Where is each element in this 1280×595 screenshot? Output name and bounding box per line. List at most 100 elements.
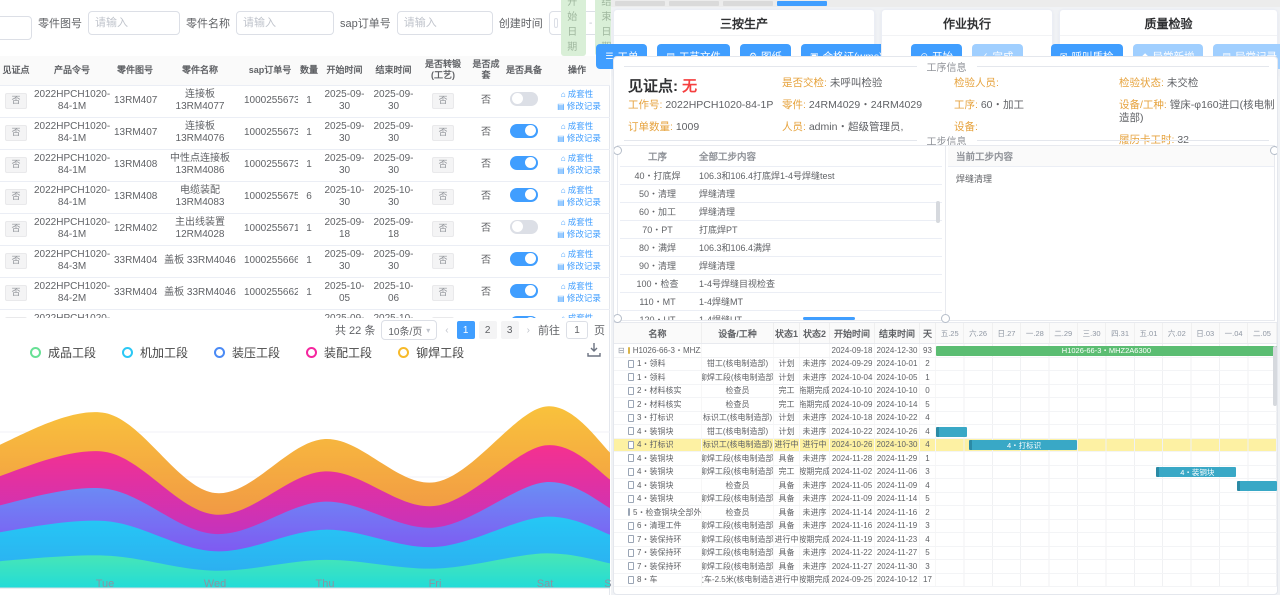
gantt-row[interactable]: 4・装铜块 铆焊工段(核电制造部) 完工 按期完成 2024-11-02 2024-11-… — [614, 465, 1277, 479]
modify-record-link[interactable]: ▤ 修改记录 — [557, 165, 601, 175]
forge-flag-tag[interactable]: 否 — [432, 157, 454, 173]
complete-set-link[interactable]: ⌂ 成套性 — [560, 184, 594, 195]
forge-flag-tag[interactable]: 否 — [432, 285, 454, 301]
page-size-select[interactable]: 10条/页 ▾ — [381, 320, 438, 340]
witness-tag[interactable]: 否 — [5, 285, 27, 301]
forge-flag-tag[interactable]: 否 — [432, 317, 454, 318]
forge-flag-tag[interactable]: 否 — [432, 93, 454, 109]
row-toggle-switch[interactable] — [510, 123, 538, 138]
forge-flag-tag[interactable]: 否 — [432, 253, 454, 269]
row-toggle-switch[interactable] — [510, 283, 538, 298]
prev-page-button[interactable]: ‹ — [445, 324, 449, 336]
process-row[interactable]: 100・检查 1-4号焊缝目视检查 — [620, 275, 942, 293]
modify-record-link[interactable]: ▤ 修改记录 — [557, 133, 601, 143]
witness-tag[interactable]: 否 — [5, 253, 27, 269]
modify-record-link[interactable]: ▤ 修改记录 — [557, 293, 601, 303]
sap-order-input[interactable] — [396, 11, 493, 35]
horizontal-scrollbar[interactable] — [803, 317, 855, 320]
gantt-row[interactable]: 7・装保持环 铆焊工段(核电制造部) 具备 未进序 2024-11-27 2024-11-… — [614, 560, 1277, 574]
process-row[interactable]: 90・清理 焊缝清理 — [620, 257, 942, 275]
complete-set-link[interactable]: ⌂ 成套性 — [560, 152, 594, 163]
process-row[interactable]: 120・UT 1-4焊缝UT — [620, 311, 942, 320]
legend-item[interactable]: 成品工段 — [30, 344, 96, 361]
gantt-row[interactable]: 4・打标识 标识工(核电制造部) 进行中 进行中 2024-10-26 2024-10-3… — [614, 438, 1277, 452]
gantt-row[interactable]: 2・材料核实 检查员 完工 拖期完成 2024-10-09 2024-10-14 5 — [614, 398, 1277, 412]
legend-item[interactable]: 装压工段 — [214, 344, 280, 361]
modify-record-link[interactable]: ▤ 修改记录 — [557, 101, 601, 111]
process-row[interactable]: 110・MT 1-4焊缝MT — [620, 293, 942, 311]
gantt-bar[interactable] — [936, 426, 968, 437]
split-divider[interactable] — [945, 146, 946, 320]
forge-flag-tag[interactable]: 否 — [432, 125, 454, 141]
gantt-row[interactable]: 3・打标识 标识工(核电制造部) 计划 未进序 2024-10-18 2024-10-22… — [614, 411, 1277, 425]
tab-active[interactable] — [777, 1, 827, 6]
modify-record-link[interactable]: ▤ 修改记录 — [557, 229, 601, 239]
witness-tag[interactable]: 否 — [5, 189, 27, 205]
page-number-button[interactable]: 2 — [478, 321, 497, 339]
process-row[interactable]: 40・打底焊 106.3和106.4打底焊1-4号焊缝test — [620, 167, 942, 185]
gantt-bar[interactable]: 4・装铜块 — [1156, 467, 1236, 477]
forge-flag-tag[interactable]: 否 — [432, 221, 454, 237]
resize-handle-bottom-mid[interactable] — [941, 314, 950, 323]
process-row[interactable]: 50・清理 焊缝清理 — [620, 185, 942, 203]
legend-item[interactable]: 机加工段 — [122, 344, 188, 361]
vertical-scrollbar[interactable] — [936, 201, 940, 223]
part-name-input[interactable] — [236, 11, 334, 35]
gantt-bar[interactable] — [1237, 480, 1277, 491]
forge-flag-tag[interactable]: 否 — [432, 189, 454, 205]
modify-record-link[interactable]: ▤ 修改记录 — [557, 261, 601, 271]
complete-set-link[interactable]: ⌂ 成套性 — [560, 280, 594, 291]
next-page-button[interactable]: › — [526, 324, 530, 336]
gantt-row[interactable]: 7・装保持环 铆焊工段(核电制造部) 进行中 按期完成 2024-11-19 2024-1… — [614, 533, 1277, 547]
gantt-row[interactable]: 4・装铜块 检查员 具备 未进序 2024-11-05 2024-11-09 4 — [614, 479, 1277, 493]
witness-tag[interactable]: 否 — [5, 317, 27, 318]
row-toggle-switch[interactable] — [510, 315, 538, 318]
gantt-row[interactable]: 6・清理工件 铆焊工段(核电制造部) 具备 未进序 2024-11-16 2024-11-… — [614, 519, 1277, 533]
gantt-row[interactable]: 7・装保持环 铆焊工段(核电制造部) 具备 未进序 2024-11-22 2024-11-… — [614, 546, 1277, 560]
cut-filter-input[interactable] — [0, 16, 32, 40]
page-number-button[interactable]: 3 — [500, 321, 519, 339]
gantt-bar[interactable]: H1026-66-3・MHZ2A6300 — [936, 345, 1277, 356]
complete-set-link[interactable]: ⌂ 成套性 — [560, 248, 594, 259]
gantt-row[interactable]: 8・车 立车-2.5米(核电制造部)进行中按期完成2024-09-252024-1… — [614, 573, 1277, 587]
row-toggle-switch[interactable] — [510, 155, 538, 170]
gantt-row[interactable]: ⊟ H1026-66-3・MHZ2A6300 2024-09-182024-12-3… — [614, 344, 1277, 358]
gantt-row[interactable]: 5・检查铜块全部外径 检查员 具备 未进序 2024-11-14 2024-11-16 2 — [614, 506, 1277, 520]
part-drawing-input[interactable] — [88, 11, 180, 35]
collapse-icon[interactable]: ⊟ — [618, 345, 625, 355]
row-toggle-switch[interactable] — [510, 219, 538, 234]
legend-item[interactable]: 装配工段 — [306, 344, 372, 361]
date-checkbox[interactable] — [553, 18, 559, 28]
modify-record-link[interactable]: ▤ 修改记录 — [557, 197, 601, 207]
complete-set-link[interactable]: ⌂ 成套性 — [560, 88, 594, 99]
tab-1[interactable] — [615, 1, 665, 6]
page-number-button[interactable]: 1 — [456, 321, 475, 339]
tab-2[interactable] — [669, 1, 719, 6]
process-row[interactable]: 70・PT 打底焊PT — [620, 221, 942, 239]
gantt-row[interactable]: 2・材料核实 检查员 完工 拖期完成 2024-10-10 2024-10-10 0 — [614, 384, 1277, 398]
process-row[interactable]: 60・加工 焊缝清理 — [620, 203, 942, 221]
witness-tag[interactable]: 否 — [5, 221, 27, 237]
resize-handle-top-left[interactable] — [614, 146, 622, 155]
gantt-row[interactable]: 1・领料 钳工(核电制造部) 计划 未进序 2024-09-29 2024-10-01 2 — [614, 357, 1277, 371]
row-toggle-switch[interactable] — [510, 91, 538, 106]
row-toggle-switch[interactable] — [510, 187, 538, 202]
complete-set-link[interactable]: ⌂ 成套性 — [560, 216, 594, 227]
resize-handle-top-right[interactable] — [1270, 146, 1277, 155]
row-toggle-switch[interactable] — [510, 251, 538, 266]
witness-tag[interactable]: 否 — [5, 125, 27, 141]
gantt-row[interactable]: 1・领料 铆焊工段(核电制造部) 计划 未进序 2024-10-04 2024-10-05… — [614, 371, 1277, 385]
complete-set-link[interactable]: ⌂ 成套性 — [561, 313, 594, 319]
resize-handle-bottom-left[interactable] — [614, 314, 622, 323]
legend-item[interactable]: 铆焊工段 — [398, 344, 464, 361]
witness-tag[interactable]: 否 — [5, 157, 27, 173]
download-chart-icon[interactable] — [586, 342, 602, 358]
witness-tag[interactable]: 否 — [5, 93, 27, 109]
gantt-row[interactable]: 4・装铜块 铆焊工段(核电制造部) 具备 未进序 2024-11-28 2024-11-2… — [614, 452, 1277, 466]
gantt-bar[interactable]: 4・打标识 — [968, 440, 1077, 450]
date-start-input[interactable]: 开始日期 — [561, 0, 587, 56]
gantt-row[interactable]: 4・装铜块 钳工(核电制造部) 计划 未进序 2024-10-22 2024-10-26 4 — [614, 425, 1277, 439]
process-row[interactable]: 80・满焊 106.3和106.4满焊 — [620, 239, 942, 257]
tab-3[interactable] — [723, 1, 773, 6]
complete-set-link[interactable]: ⌂ 成套性 — [560, 120, 594, 131]
